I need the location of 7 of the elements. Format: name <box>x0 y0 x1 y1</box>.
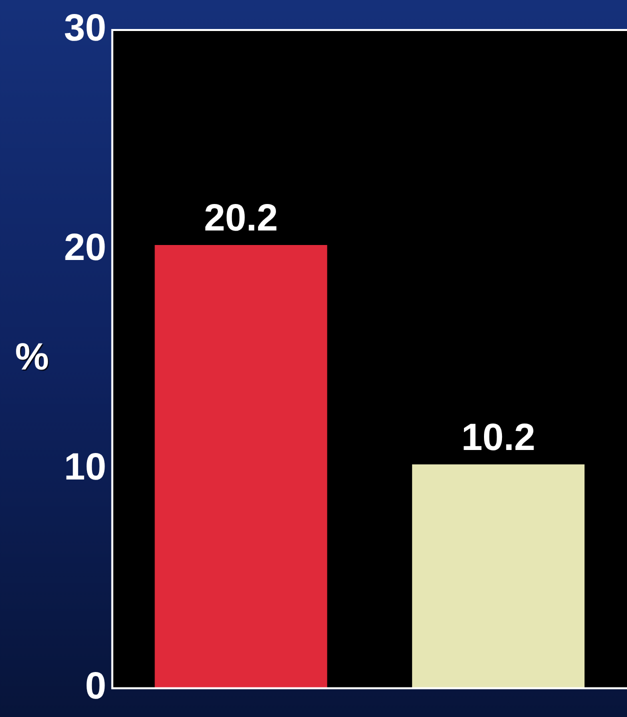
data-label: 20.2 <box>204 197 278 240</box>
y-tick-label: 30 <box>64 7 106 50</box>
y-tick-label: 0 <box>85 666 106 708</box>
y-tick-label: 10 <box>64 446 106 488</box>
y-tick-label: 20 <box>64 226 106 269</box>
y-axis-title: % <box>15 336 49 379</box>
data-label: 10.2 <box>461 416 536 459</box>
